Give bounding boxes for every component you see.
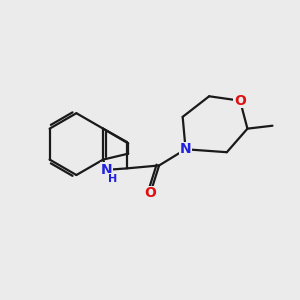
Text: N: N <box>100 163 112 177</box>
Text: O: O <box>144 186 156 200</box>
Text: O: O <box>234 94 246 108</box>
Text: N: N <box>180 142 191 156</box>
Text: H: H <box>108 174 117 184</box>
